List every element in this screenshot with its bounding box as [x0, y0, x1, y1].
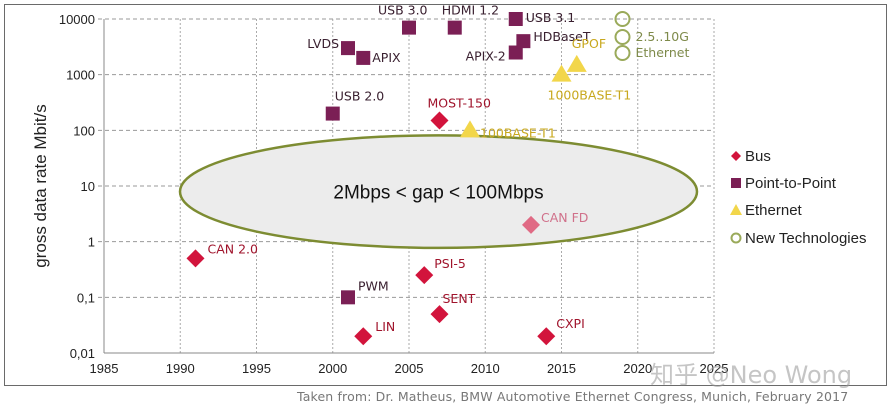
data-label: GPOF	[572, 36, 606, 51]
data-point-ethernet	[460, 120, 480, 138]
data-label: Ethernet	[636, 45, 690, 60]
legend-marker	[731, 178, 741, 188]
data-point-bus	[537, 327, 556, 346]
data-label: CXPI	[556, 316, 585, 331]
data-point-point-to-point	[508, 45, 523, 60]
y-tick-label: 100	[73, 123, 95, 138]
gap-ellipse	[178, 134, 699, 250]
data-point-bus	[522, 215, 540, 234]
x-tick-label: 1990	[166, 361, 195, 376]
legend-label: Ethernet	[745, 202, 803, 219]
x-tick-label: 1995	[242, 361, 271, 376]
data-label: 100BASE-T1	[480, 125, 556, 140]
source-caption: Taken from: Dr. Matheus, BMW Automotive …	[297, 389, 849, 404]
data-label: 1000BASE-T1	[548, 88, 632, 103]
data-label: MOST-150	[428, 96, 491, 111]
legend-label: Bus	[745, 148, 771, 165]
legend-marker	[730, 232, 742, 244]
data-point-point-to-point	[447, 20, 462, 35]
x-tick-label: 2025	[700, 361, 729, 376]
data-point-point-to-point	[341, 290, 355, 305]
data-label: USB 3.1	[526, 10, 576, 25]
data-point-bus	[354, 327, 373, 346]
data-point-bus	[430, 111, 449, 130]
x-tick-label: 2000	[318, 361, 347, 376]
y-tick-label: 0,01	[70, 346, 95, 361]
x-tick-label: 1985	[90, 361, 119, 376]
legend-marker	[730, 204, 742, 215]
data-label: CAN FD	[541, 210, 588, 225]
data-label: PSI-5	[434, 256, 466, 271]
data-label: USB 2.0	[335, 89, 385, 104]
y-axis-title: gross data rate Mbit/s	[31, 104, 50, 267]
data-label: HDMI 1.2	[442, 3, 499, 18]
data-point-point-to-point	[402, 20, 416, 35]
y-tick-label: 10	[81, 179, 95, 194]
legend-label: Point-to-Point	[745, 175, 837, 192]
data-label: LIN	[375, 319, 395, 334]
data-label: CAN 2.0	[208, 241, 259, 256]
data-point-new-technologies	[614, 29, 631, 45]
y-tick-label: 0,1	[77, 290, 95, 305]
y-tick-label: 1	[88, 235, 95, 250]
chart-frame	[4, 4, 887, 386]
data-label: APIX-2	[466, 49, 506, 64]
data-label: USB 3.0	[378, 3, 428, 18]
data-point-bus	[415, 266, 434, 285]
data-point-ethernet	[566, 54, 587, 72]
data-point-point-to-point	[508, 12, 523, 26]
data-label: LVDS	[307, 36, 339, 51]
data-label: HDBaseT	[533, 29, 590, 44]
y-tick-label: 10000	[59, 12, 95, 27]
legend-marker	[731, 151, 741, 161]
data-point-point-to-point	[516, 34, 531, 49]
data-label: SENT	[443, 291, 476, 306]
y-tick-label: 1000	[66, 68, 95, 83]
data-point-point-to-point	[341, 41, 355, 56]
data-label: 2.5..10G	[636, 29, 689, 44]
data-label: PWM	[358, 278, 389, 293]
data-point-bus	[430, 305, 449, 324]
gap-annotation: 2Mbps < gap < 100Mbps	[333, 183, 543, 204]
data-point-ethernet	[551, 64, 572, 82]
watermark: 知乎 @Neo Wong	[650, 361, 853, 389]
data-point-new-technologies	[614, 11, 631, 27]
data-point-point-to-point	[356, 50, 371, 65]
x-tick-label: 2015	[547, 361, 576, 376]
x-tick-label: 2005	[395, 361, 424, 376]
x-tick-label: 2020	[623, 361, 652, 376]
data-point-bus	[186, 249, 205, 268]
data-point-point-to-point	[325, 106, 340, 121]
x-tick-label: 2010	[471, 361, 500, 376]
data-point-new-technologies	[614, 45, 631, 61]
legend-label: New Technologies	[745, 230, 866, 247]
data-label: APIX	[372, 50, 401, 65]
